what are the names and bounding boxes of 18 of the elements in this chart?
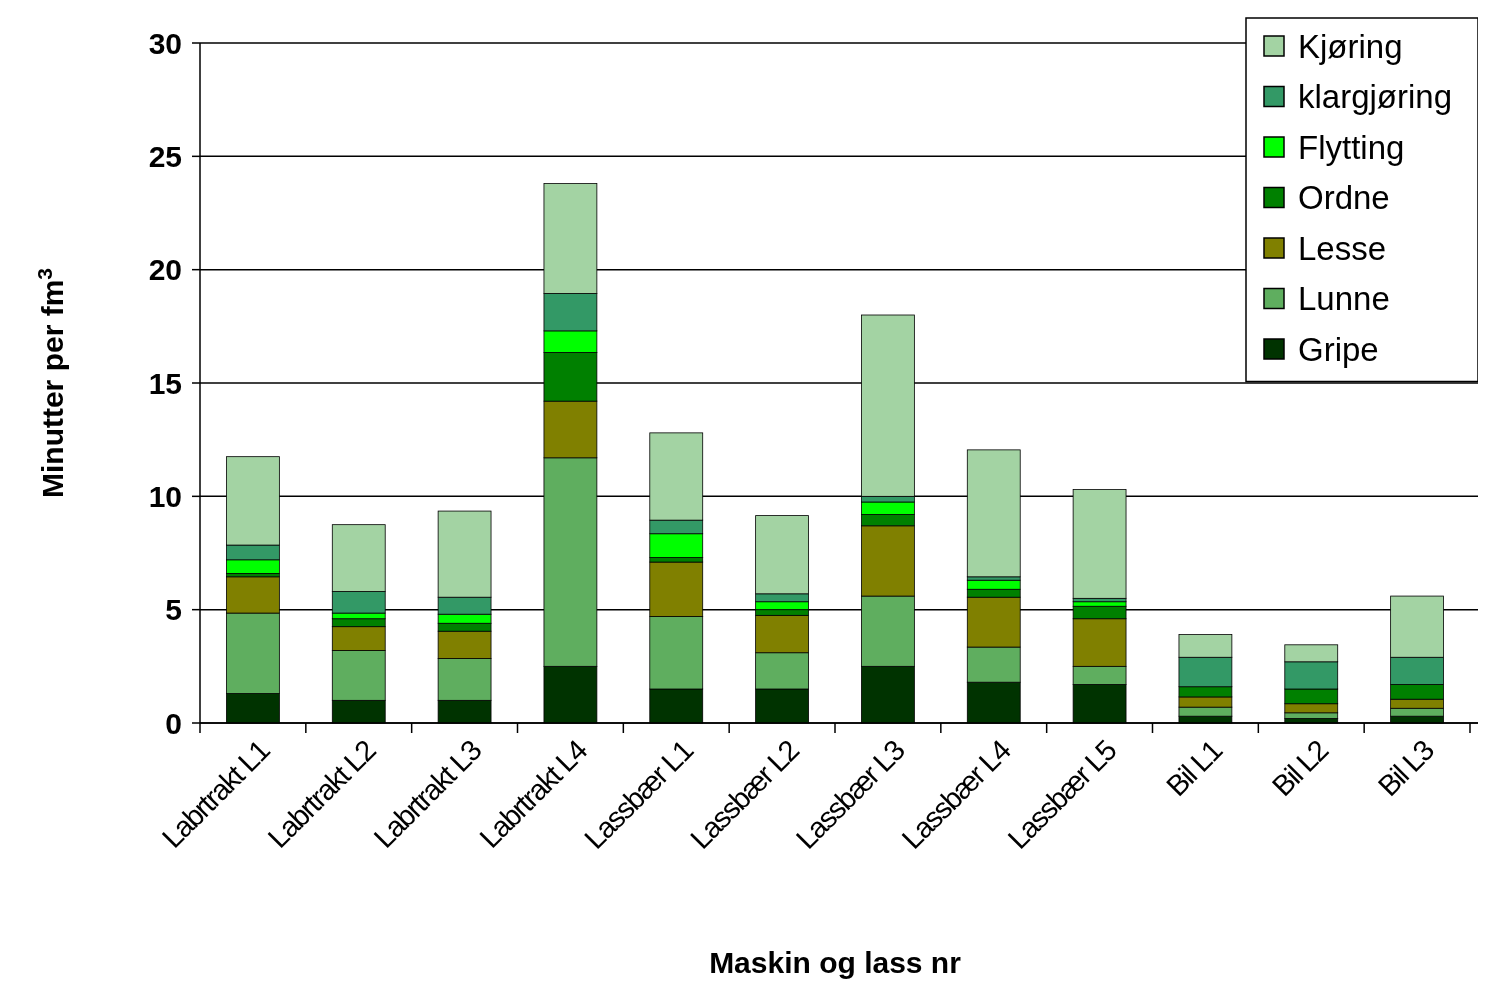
y-tick-label: 10 <box>148 479 182 513</box>
legend-label: Gripe <box>1298 330 1379 368</box>
y-tick-label: 25 <box>148 139 182 173</box>
y-tick-label: 5 <box>165 593 182 627</box>
x-tick-label: Bil L2 <box>1265 734 1334 803</box>
legend-label: Kjøring <box>1298 27 1403 65</box>
legend-label: Ordne <box>1298 179 1390 217</box>
y-tick-label: 20 <box>148 253 182 287</box>
x-axis-title: Maskin og lass nr <box>709 946 962 979</box>
legend-label: Flytting <box>1298 128 1405 166</box>
legend-label: Lesse <box>1298 229 1387 267</box>
legend-label: Lunne <box>1298 280 1390 318</box>
y-tick-label: 0 <box>165 706 182 740</box>
y-tick-label: 15 <box>148 366 182 400</box>
y-tick-label: 30 <box>148 26 182 60</box>
x-tick-label: Bil L3 <box>1371 734 1440 803</box>
legend-label: klargjøring <box>1298 78 1453 116</box>
x-tick-label: Bil L1 <box>1160 734 1228 803</box>
